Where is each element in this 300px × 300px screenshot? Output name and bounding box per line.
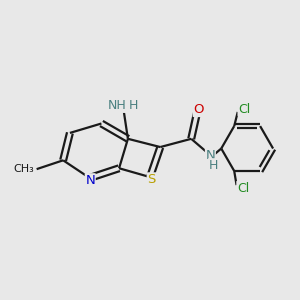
Text: CH₃: CH₃ <box>14 164 34 174</box>
Text: NH: NH <box>108 99 126 112</box>
Text: H: H <box>208 159 218 172</box>
Text: Cl: Cl <box>238 103 250 116</box>
Text: Cl: Cl <box>237 182 249 194</box>
Text: N: N <box>85 174 95 187</box>
Text: N: N <box>206 148 215 161</box>
Text: O: O <box>193 103 204 116</box>
Text: H: H <box>129 99 139 112</box>
Text: S: S <box>147 173 156 186</box>
